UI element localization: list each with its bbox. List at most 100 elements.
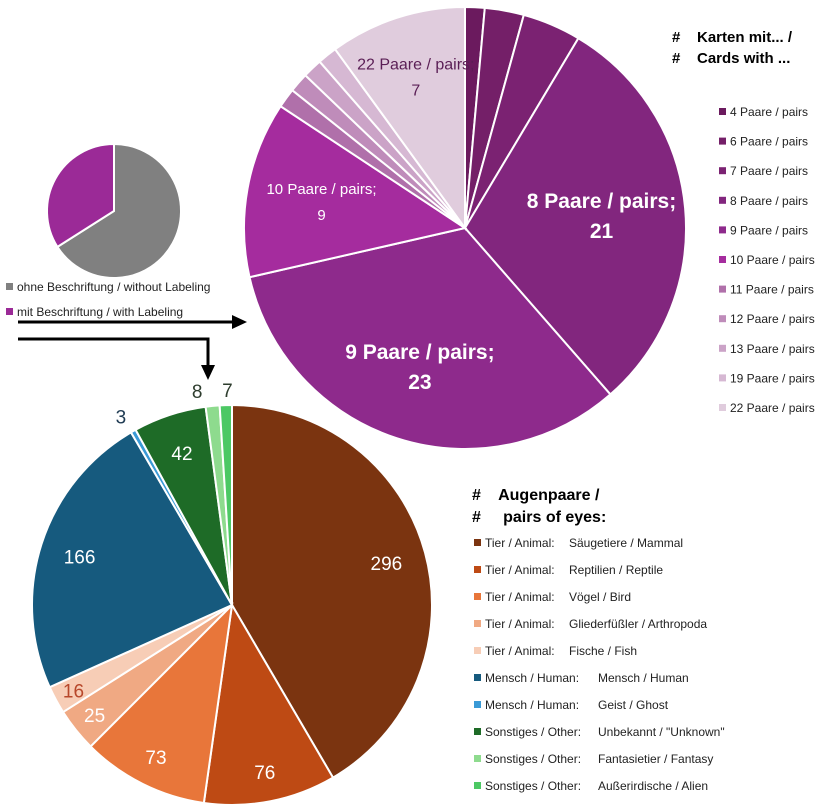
eyes-legend-swatch-2 [474,593,481,600]
eyes-legend-swatch-6 [474,701,481,708]
eyes-legend-category-5: Mensch / Human: [485,671,579,685]
eyes-slice-9 [218,403,233,606]
labeling-pie [46,142,182,279]
eyes-slice-label-5: 166 [64,547,96,568]
pairs-legend-label-3: 8 Paare / pairs [730,194,808,208]
arrow-to-eyes-pie [18,337,210,365]
pairs-legend-label-0: 4 Paare / pairs [730,105,808,119]
eyes-legend-label-3: Gliederfüßler / Arthropoda [569,617,707,631]
eyes-legend-title-line2: # pairs of eyes: [472,509,606,526]
pairs-legend-swatch-2 [719,167,726,175]
eyes-slice-label-1: 76 [254,763,275,784]
eyes-slice-label-4: 16 [63,681,84,702]
pairs-per-card-pie: 8 Paare / pairs; 21 9 Paare / pairs; 23 10 P… [243,5,687,450]
pairs-legend-label-4: 9 Paare / pairs [730,223,808,237]
pairs-legend-swatch-6 [719,285,726,293]
eyes-legend-label-0: Säugetiere / Mammal [569,536,683,550]
pairs-legend-swatch-7 [719,315,726,323]
eyes-legend-category-4: Tier / Animal: [485,644,555,658]
pairs-legend-label-7: 12 Paare / pairs [730,312,815,326]
pairs-legend-label-2: 7 Paare / pairs [730,164,808,178]
eyes-legend-category-0: Tier / Animal: [485,536,555,550]
eyes-legend-swatch-1 [474,566,481,573]
eyes-legend-swatch-5 [474,674,481,681]
pairs-legend-swatch-5 [719,256,726,263]
labeling-legend: ohne Beschriftung / without Labeling mit … [6,280,210,319]
eyes-legend-swatch-3 [474,620,481,627]
labeling-slice-0 [56,142,182,279]
eyes-slice-label-0: 296 [371,554,403,575]
labeling-legend-swatch-0 [6,283,13,290]
pairs-legend-swatch-3 [719,196,726,204]
pairs-slice-label-10-line2: 7 [411,82,420,99]
eyes-slice-label-7: 42 [171,444,192,465]
labeling-legend-swatch-1 [6,308,13,315]
eyes-legend-category-3: Tier / Animal: [485,617,555,631]
pairs-slice-4 [248,226,612,450]
eyes-legend-category-7: Sonstiges / Other: [485,725,581,739]
eyes-legend-swatch-7 [474,728,481,735]
eyes-slice-label-3: 25 [84,706,105,727]
pairs-legend-swatch-1 [719,137,726,145]
eyes-slice-0 [231,403,433,779]
pairs-slice-label-5-line2: 9 [317,207,325,224]
eyes-legend-label-5: Mensch / Human [598,671,689,685]
pairs-legend-label-10: 22 Paare / pairs [730,401,815,415]
eyes-legend-label-8: Fantasietier / Fantasy [598,752,713,766]
eyes-legend-swatch-0 [474,539,481,546]
arrow-head-down [201,365,215,380]
pairs-slice-label-4-line1: 9 Paare / pairs; [345,341,494,364]
eyes-slice-label-9: 7 [222,381,233,402]
eyes-legend-swatch-8 [474,755,481,762]
connector-arrows [18,315,247,380]
arrow-head-right [232,315,247,329]
pairs-legend-swatch-8 [719,344,726,352]
pairs-legend-label-8: 13 Paare / pairs [730,342,815,356]
pairs-slice-label-3-line1: 8 Paare / pairs; [527,190,676,213]
eyes-legend-label-1: Reptilien / Reptile [569,563,663,577]
pairs-slice-label-5-line1: 10 Paare / pairs; [266,181,376,198]
pairs-legend-label-1: 6 Paare / pairs [730,135,808,149]
eyes-slice-label-2: 73 [145,748,166,769]
eyes-slice-label-8: 8 [192,382,203,403]
eyes-legend-swatch-4 [474,647,481,654]
eye-pairs-legend: # Augenpaare / # pairs of eyes: Tier / Ani… [472,487,725,793]
eyes-slice-1 [202,602,335,806]
pairs-slice-3 [463,36,687,396]
pairs-slice-label-4-line2: 23 [408,371,431,394]
labeling-slice-1 [46,142,115,249]
eyes-legend-label-9: Außerirdische / Alien [598,779,708,793]
pairs-slice-5 [243,104,468,279]
eyes-legend-label-4: Fische / Fish [569,644,637,658]
pairs-legend-label-6: 11 Paare / pairs [730,283,814,297]
labeling-legend-label-1: mit Beschriftung / with Labeling [17,305,183,319]
eyes-legend-category-2: Tier / Animal: [485,590,555,604]
pairs-legend-label-9: 19 Paare / pairs [730,371,815,385]
pairs-slice-label-3-line2: 21 [590,220,614,243]
pairs-legend-swatch-0 [719,108,726,115]
eyes-legend-label-6: Geist / Ghost [598,698,669,712]
pairs-slice-10 [333,5,466,232]
eyes-slice-5 [31,431,234,689]
pairs-legend-title-line2: # Cards with ... [672,50,790,67]
eyes-legend-category-1: Tier / Animal: [485,563,555,577]
eyes-slice-label-6: 3 [116,407,127,428]
eyes-legend-category-6: Mensch / Human: [485,698,579,712]
pairs-legend-label-5: 10 Paare / pairs [730,253,815,267]
pairs-legend-swatch-4 [719,226,726,234]
eyes-legend-category-9: Sonstiges / Other: [485,779,581,793]
eyes-legend-category-8: Sonstiges / Other: [485,752,581,766]
pairs-slice-label-10-line1: 22 Paare / pairs; [357,56,474,73]
eyes-legend-title-line1: # Augenpaare / [472,487,600,504]
eyes-legend-label-2: Vögel / Bird [569,590,631,604]
labeling-legend-label-0: ohne Beschriftung / without Labeling [17,280,210,294]
pairs-legend-swatch-10 [719,404,726,411]
eyes-legend-label-7: Unbekannt / "Unknown" [598,725,725,739]
eyes-slice-2 [89,602,234,805]
pairs-legend-swatch-9 [719,374,726,382]
eyes-legend-swatch-9 [474,782,481,789]
pairs-legend-title-line1: # Karten mit... / [672,29,793,46]
pairs-per-card-legend: # Karten mit... / # Cards with ... 4 Paare… [672,29,815,415]
